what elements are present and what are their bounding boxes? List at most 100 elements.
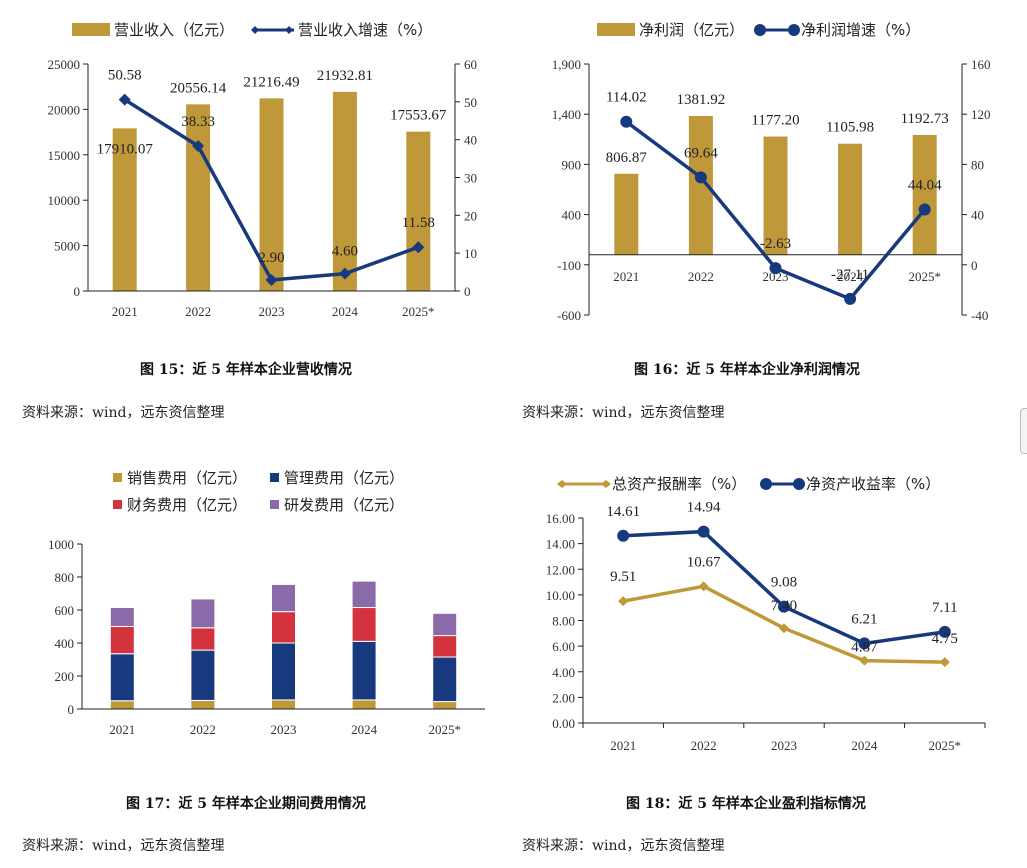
roe-point — [858, 637, 871, 650]
y-tick-label: 1,400 — [552, 107, 581, 122]
y2-tick-label: 10 — [464, 246, 477, 261]
revenue-bar — [763, 136, 788, 255]
chart-source-net-profit: 资料来源：wind，远东资信整理 — [522, 405, 725, 421]
line-data-label: 2.90 — [258, 250, 284, 266]
x-tick-label: 2025* — [402, 304, 435, 319]
stacked-segment — [432, 701, 458, 710]
y-tick-label: 0 — [68, 702, 75, 717]
y-tick-label: 15000 — [48, 148, 81, 163]
legend-swatch — [270, 500, 279, 509]
stacked-segment — [351, 640, 377, 701]
y-tick-label: 0.00 — [552, 716, 575, 731]
stacked-segment — [351, 699, 377, 710]
y2-tick-label: 60 — [464, 57, 477, 72]
y-tick-label: 10.00 — [546, 588, 575, 603]
stacked-segment — [190, 699, 216, 710]
growth-point — [620, 115, 633, 128]
legend-swatch — [113, 473, 122, 482]
stacked-segment — [432, 656, 458, 703]
y2-tick-label: -40 — [971, 308, 988, 323]
revenue-bar — [614, 173, 639, 255]
roe-data-label: 6.21 — [851, 611, 877, 627]
y-tick-label: 4.00 — [552, 665, 575, 680]
legend-marker-growth — [754, 24, 766, 36]
y2-tick-label: 0 — [464, 284, 471, 299]
roa-point — [618, 596, 629, 607]
x-tick-label: 2024 — [837, 269, 864, 284]
x-tick-label: 2022 — [688, 269, 714, 284]
y-tick-label: 200 — [55, 669, 75, 684]
x-tick-label: 2021 — [610, 738, 636, 753]
roe-data-label: 7.11 — [932, 600, 958, 616]
growth-point — [412, 241, 425, 254]
y-tick-label: 10000 — [48, 193, 81, 208]
roe-point — [697, 525, 710, 538]
y-tick-label: 8.00 — [552, 614, 575, 629]
x-tick-label: 2025* — [428, 722, 461, 737]
revenue-bar — [406, 131, 431, 291]
y-tick-label: 800 — [55, 570, 75, 585]
roa-point — [939, 657, 950, 668]
revenue-bar — [112, 128, 137, 291]
growth-point — [769, 262, 782, 275]
stacked-segment — [190, 627, 216, 651]
stacked-segment — [271, 642, 296, 701]
y2-tick-label: 160 — [971, 57, 991, 72]
y-tick-label: 1,900 — [552, 57, 581, 72]
chart-source-profitability: 资料来源：wind，远东资信整理 — [522, 838, 725, 854]
stacked-segment — [432, 612, 458, 637]
roa-point — [779, 623, 789, 634]
stacked-segment — [351, 580, 377, 609]
chart-caption-revenue: 图 15：近 5 年样本企业营收情况 — [140, 362, 352, 378]
x-tick-label: 2025* — [929, 738, 962, 753]
y-tick-label: 12.00 — [546, 562, 575, 577]
bar-data-label: 1105.98 — [826, 120, 874, 136]
growth-point — [118, 93, 131, 106]
side-scroll-tab[interactable] — [1020, 408, 1027, 454]
chart-source-expenses: 资料来源：wind，远东资信整理 — [22, 838, 225, 854]
revenue-bar — [332, 91, 357, 291]
growth-point — [265, 274, 278, 287]
roa-data-label: 10.67 — [687, 554, 721, 570]
line-data-label: 4.60 — [332, 244, 358, 260]
y2-tick-label: 50 — [464, 95, 477, 110]
line-data-label: -2.63 — [760, 236, 791, 252]
legend-label: 财务费用（亿元） — [127, 496, 247, 514]
revenue-bar — [912, 135, 937, 255]
roe-point — [938, 625, 951, 638]
legend-swatch — [270, 473, 279, 482]
legend-label-growth: 营业收入增速（%） — [298, 21, 432, 39]
legend-marker-roa — [601, 480, 611, 488]
stacked-segment — [271, 583, 296, 613]
legend-label-bar: 净利润（亿元） — [639, 21, 744, 39]
roe-point — [778, 600, 790, 613]
legend-label-bar: 营业收入（亿元） — [114, 21, 234, 39]
growth-point — [694, 171, 707, 184]
x-tick-label: 2024 — [351, 722, 378, 737]
legend-marker-roa — [557, 480, 567, 488]
stacked-segment — [351, 607, 377, 642]
y-tick-label: 25000 — [48, 57, 81, 72]
roa-point — [698, 581, 709, 592]
y2-tick-label: 40 — [464, 133, 477, 148]
legend-marker-roe — [760, 478, 772, 490]
bar-data-label: 1177.20 — [751, 113, 799, 129]
bar-data-label: 17553.67 — [390, 108, 447, 124]
x-tick-label: 2025* — [908, 269, 941, 284]
line-data-label: 50.58 — [108, 68, 142, 84]
y2-tick-label: 120 — [971, 107, 991, 122]
x-tick-label: 2024 — [851, 738, 878, 753]
legend-label-roa: 总资产报酬率（%） — [612, 475, 746, 493]
stacked-segment — [271, 611, 296, 644]
bar-data-label: 1192.73 — [901, 111, 949, 127]
y-tick-label: -100 — [557, 258, 581, 273]
growth-point — [918, 203, 931, 216]
y2-tick-label: 30 — [464, 171, 477, 186]
x-tick-label: 2021 — [109, 722, 135, 737]
x-tick-label: 2023 — [771, 738, 797, 753]
bar-data-label: 20556.14 — [170, 80, 227, 96]
bar-data-label: 21216.49 — [243, 74, 299, 90]
roa-data-label: 4.75 — [932, 631, 958, 647]
x-tick-label: 2023 — [259, 304, 285, 319]
roe-data-label: 14.94 — [687, 500, 721, 516]
